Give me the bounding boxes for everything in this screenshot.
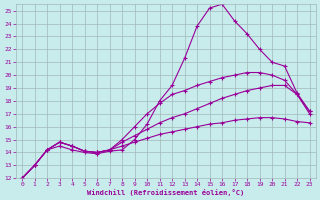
X-axis label: Windchill (Refroidissement éolien,°C): Windchill (Refroidissement éolien,°C) [87, 189, 244, 196]
